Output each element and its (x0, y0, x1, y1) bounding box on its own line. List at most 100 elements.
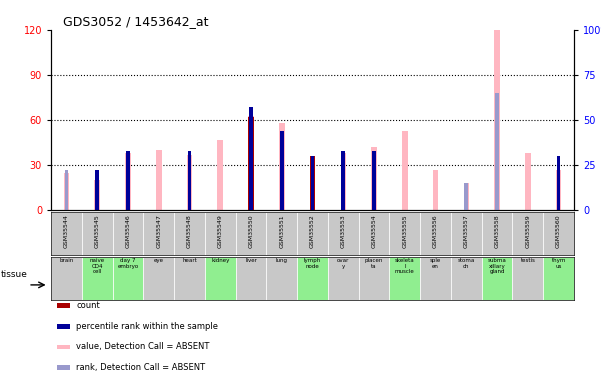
Bar (51, 212, 82, 255)
Bar (556, 170, 561, 210)
Text: naive
CD4
cell: naive CD4 cell (90, 258, 105, 274)
Bar (174, 212, 205, 255)
Bar (205, 212, 236, 255)
Bar (82, 212, 112, 255)
Text: subma
xillary
gland: subma xillary gland (487, 258, 507, 274)
Text: rank, Detection Call = ABSENT: rank, Detection Call = ABSENT (76, 363, 206, 372)
Bar (513, 257, 543, 300)
Bar (311, 156, 314, 210)
Bar (64, 172, 69, 210)
Bar (126, 151, 130, 210)
Bar (433, 170, 438, 210)
Bar (248, 117, 254, 210)
Text: GSM35546: GSM35546 (126, 214, 130, 248)
Bar (310, 158, 316, 210)
Bar (248, 116, 254, 210)
Text: GSM35555: GSM35555 (402, 214, 407, 248)
Text: value, Detection Call = ABSENT: value, Detection Call = ABSENT (76, 342, 210, 351)
Bar (218, 140, 223, 210)
Bar (297, 212, 328, 255)
Text: GSM35550: GSM35550 (248, 214, 254, 248)
Text: GSM35559: GSM35559 (525, 214, 530, 248)
Text: tissue: tissue (1, 270, 28, 279)
Bar (65, 170, 69, 210)
Bar (451, 212, 481, 255)
Bar (112, 212, 144, 255)
Bar (236, 212, 266, 255)
Bar (156, 150, 162, 210)
Bar (359, 257, 389, 300)
Bar (513, 212, 543, 255)
Bar (543, 212, 574, 255)
Bar (389, 212, 420, 255)
Bar (280, 131, 284, 210)
Text: GSM35560: GSM35560 (556, 214, 561, 248)
Bar (359, 212, 389, 255)
Text: brain: brain (59, 258, 73, 263)
Text: GSM35553: GSM35553 (341, 214, 346, 248)
Text: stoma
ch: stoma ch (457, 258, 475, 268)
Bar (112, 257, 144, 300)
Bar (372, 151, 376, 210)
Text: GSM35557: GSM35557 (464, 214, 469, 248)
Bar (495, 93, 499, 210)
Text: GSM35547: GSM35547 (156, 214, 161, 248)
Text: liver: liver (245, 258, 257, 263)
Bar (481, 257, 513, 300)
Bar (328, 212, 359, 255)
Text: kidney: kidney (211, 258, 230, 263)
Bar (557, 165, 560, 210)
Bar (341, 153, 346, 210)
Bar (310, 156, 316, 210)
Bar (51, 257, 82, 300)
Text: heart: heart (182, 258, 197, 263)
Text: percentile rank within the sample: percentile rank within the sample (76, 322, 218, 331)
Text: day 7
embryо: day 7 embryо (117, 258, 139, 268)
Bar (205, 257, 236, 300)
Bar (125, 153, 131, 210)
Bar (144, 212, 174, 255)
Bar (96, 174, 99, 210)
Bar (94, 180, 100, 210)
Bar (82, 257, 112, 300)
Bar (266, 212, 297, 255)
Text: skeleta
l
muscle: skeleta l muscle (395, 258, 415, 274)
Bar (371, 147, 377, 210)
Text: GSM35551: GSM35551 (279, 214, 284, 248)
Text: ovar
y: ovar y (337, 258, 349, 268)
Text: lymph
node: lymph node (304, 258, 321, 268)
Bar (420, 257, 451, 300)
Bar (481, 212, 513, 255)
Bar (328, 257, 359, 300)
Text: GDS3052 / 1453642_at: GDS3052 / 1453642_at (63, 15, 209, 28)
Bar (144, 257, 174, 300)
Bar (236, 257, 266, 300)
Text: GSM35544: GSM35544 (64, 214, 69, 248)
Bar (341, 151, 345, 210)
Text: GSM35558: GSM35558 (495, 214, 499, 248)
Bar (188, 151, 191, 210)
Text: placen
ta: placen ta (365, 258, 383, 268)
Bar (279, 123, 284, 210)
Text: eye: eye (154, 258, 163, 263)
Text: count: count (76, 301, 100, 310)
Bar (174, 257, 205, 300)
Text: sple
en: sple en (430, 258, 441, 268)
Bar (494, 30, 500, 210)
Bar (402, 130, 407, 210)
Text: GSM35552: GSM35552 (310, 214, 315, 248)
Bar (297, 257, 328, 300)
Bar (525, 153, 531, 210)
Bar (465, 183, 468, 210)
Text: thym
us: thym us (551, 258, 566, 268)
Bar (451, 257, 481, 300)
Bar (389, 257, 420, 300)
Text: testis: testis (520, 258, 535, 263)
Bar (266, 257, 297, 300)
Bar (187, 154, 192, 210)
Text: GSM35554: GSM35554 (371, 214, 377, 248)
Bar (96, 170, 99, 210)
Bar (557, 156, 560, 210)
Bar (463, 183, 469, 210)
Text: lung: lung (276, 258, 288, 263)
